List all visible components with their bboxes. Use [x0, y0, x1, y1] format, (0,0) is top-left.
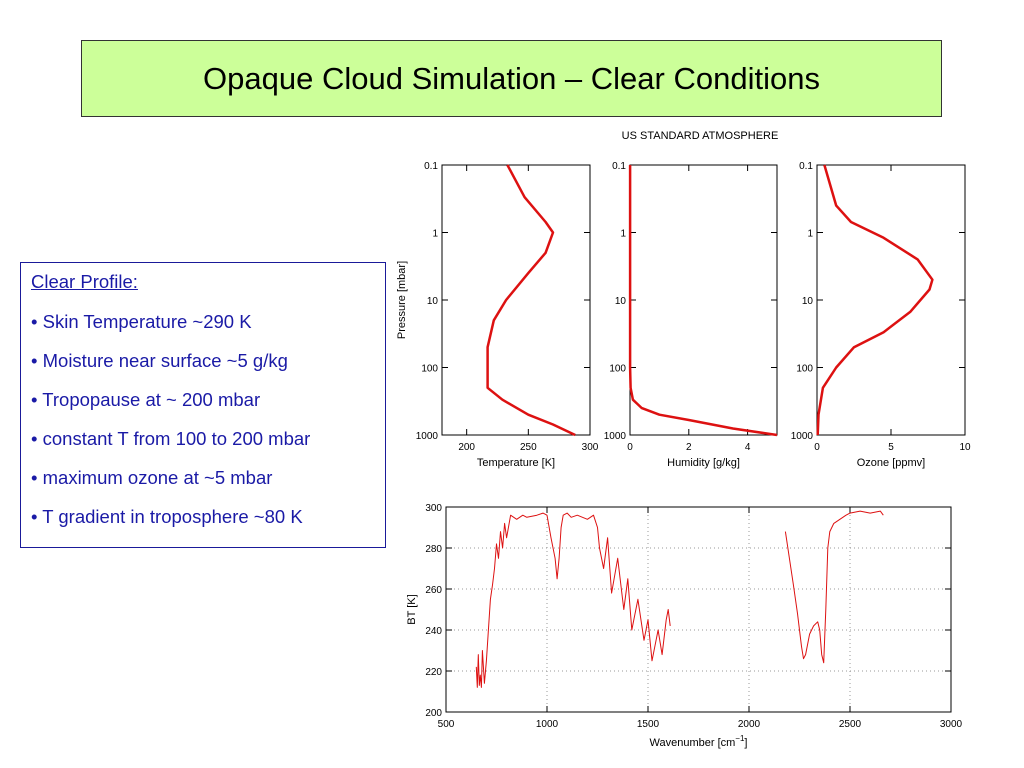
- x-tick-label: 1000: [536, 719, 559, 730]
- profile-bullet: • T gradient in troposphere ~80 K: [31, 506, 303, 527]
- series-line: [628, 165, 778, 437]
- x-tick-label: 5: [888, 442, 894, 453]
- y-axis-label: Pressure [mbar]: [396, 261, 408, 339]
- x-tick-label: 3000: [940, 719, 963, 730]
- series-line: [816, 164, 934, 436]
- y-tick-label: 0.1: [799, 161, 813, 172]
- x-tick-label: 2500: [839, 719, 862, 730]
- x-tick-label: 1500: [637, 719, 660, 730]
- series-line: [475, 512, 671, 688]
- x-tick-label: 200: [458, 442, 475, 453]
- x-axis-label: Ozone [ppmv]: [857, 457, 925, 469]
- x-axis-label: Wavenumber [cm−1]: [650, 734, 748, 749]
- x-axis-label-superscript: −1: [735, 734, 745, 743]
- title-box: Opaque Cloud Simulation – Clear Conditio…: [81, 40, 942, 117]
- series-line: [486, 164, 576, 437]
- profile-heading: Clear Profile:: [31, 271, 138, 292]
- y-tick-label: 0.1: [612, 161, 626, 172]
- y-tick-label: 200: [425, 708, 442, 719]
- x-tick-label: 250: [520, 442, 537, 453]
- y-tick-label: 1: [807, 229, 813, 240]
- profile-bullet: • Skin Temperature ~290 K: [31, 311, 252, 332]
- x-tick-label: 300: [582, 442, 599, 453]
- profile-bullet: • Moisture near surface ~5 g/kg: [31, 350, 288, 371]
- slide-title: Opaque Cloud Simulation – Clear Conditio…: [203, 60, 820, 96]
- x-axis-label-end: ]: [744, 737, 747, 749]
- y-tick-label: 100: [796, 364, 813, 375]
- y-axis-label: BT [K]: [406, 594, 418, 624]
- y-tick-label: 260: [425, 585, 442, 596]
- plot-frame: [629, 164, 778, 436]
- y-tick-label: 10: [427, 296, 439, 307]
- y-tick-label: 100: [609, 364, 626, 375]
- y-tick-label: 300: [425, 503, 442, 514]
- x-axis-label: Humidity [g/kg]: [667, 457, 740, 469]
- y-tick-label: 100: [421, 364, 438, 375]
- y-tick-label: 0.1: [424, 161, 438, 172]
- y-tick-label: 10: [615, 296, 627, 307]
- x-tick-label: 10: [959, 442, 971, 453]
- x-tick-label: 4: [745, 442, 751, 453]
- x-tick-label: 0: [814, 442, 820, 453]
- chart-title: US STANDARD ATMOSPHERE: [622, 130, 779, 142]
- x-axis-label: Temperature [K]: [477, 457, 555, 469]
- y-tick-label: 1000: [791, 431, 814, 442]
- y-tick-label: 280: [425, 544, 442, 555]
- clear-profile-box: Clear Profile: • Skin Temperature ~290 K…: [20, 262, 386, 548]
- x-tick-label: 2: [686, 442, 692, 453]
- profile-bullet: • constant T from 100 to 200 mbar: [31, 428, 311, 449]
- y-tick-label: 240: [425, 626, 442, 637]
- plot-frame: [441, 164, 591, 436]
- y-tick-label: 1000: [604, 431, 627, 442]
- profile-bullet: • maximum ozone at ~5 mbar: [31, 467, 273, 488]
- y-tick-label: 1: [620, 229, 626, 240]
- y-tick-label: 220: [425, 667, 442, 678]
- x-tick-label: 2000: [738, 719, 761, 730]
- plot-frame: [816, 164, 966, 436]
- x-tick-label: 0: [627, 442, 633, 453]
- x-tick-label: 500: [438, 719, 455, 730]
- y-tick-label: 10: [802, 296, 814, 307]
- plot-frame: [445, 506, 952, 713]
- profile-bullet: • Tropopause at ~ 200 mbar: [31, 389, 261, 410]
- profile-bullet-list: • Skin Temperature ~290 K • Moisture nea…: [31, 311, 375, 528]
- series-line: [784, 510, 884, 664]
- y-tick-label: 1: [432, 229, 438, 240]
- y-tick-label: 1000: [416, 431, 439, 442]
